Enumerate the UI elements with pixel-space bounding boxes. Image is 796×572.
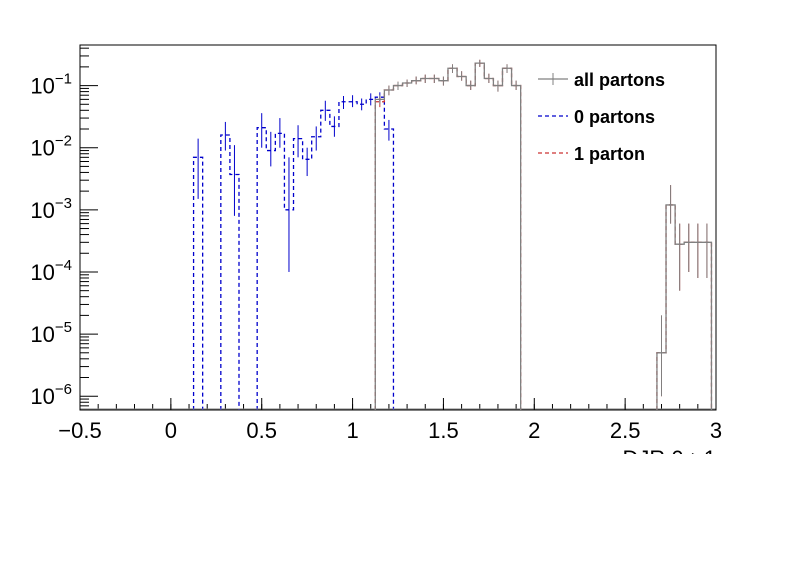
x-tick-label: 2.5 — [610, 418, 641, 443]
plot-frame — [79, 44, 717, 411]
x-tick-label: 0 — [165, 418, 177, 443]
y-tick-label: 10−2 — [30, 133, 72, 161]
y-tick-label: 10−4 — [30, 257, 72, 285]
y-tick-label: 10−1 — [30, 71, 72, 99]
x-tick-label: 1 — [346, 418, 358, 443]
y-tick-label: 10−6 — [30, 381, 72, 409]
y-tick-label: 10−3 — [30, 195, 72, 223]
histogram-bars — [192, 96, 395, 410]
x-axis: −0.5 0 0.5 1 1.5 2 2.5 3 — [58, 398, 722, 443]
y-axis: 10−6 10−5 10−4 10−3 10−2 10−1 — [30, 71, 98, 409]
canvas-mask — [0, 454, 796, 572]
series-all-partons — [80, 59, 716, 410]
x-tick-label: 2 — [528, 418, 540, 443]
x-tick-label: 3 — [710, 418, 722, 443]
series-layer — [80, 59, 716, 410]
legend-label: all partons — [574, 70, 665, 90]
histogram-bars — [374, 62, 713, 410]
legend: all partons 0 partons 1 parton — [538, 70, 665, 164]
legend-label: 1 parton — [574, 144, 645, 164]
x-tick-label: 0.5 — [246, 418, 277, 443]
x-tick-label: −0.5 — [58, 418, 101, 443]
y-tick-label: 10−5 — [30, 319, 72, 347]
minor-ticks — [79, 47, 717, 411]
x-tick-label: 1.5 — [428, 418, 459, 443]
series-0-partons — [80, 92, 716, 410]
legend-label: 0 partons — [574, 107, 655, 127]
